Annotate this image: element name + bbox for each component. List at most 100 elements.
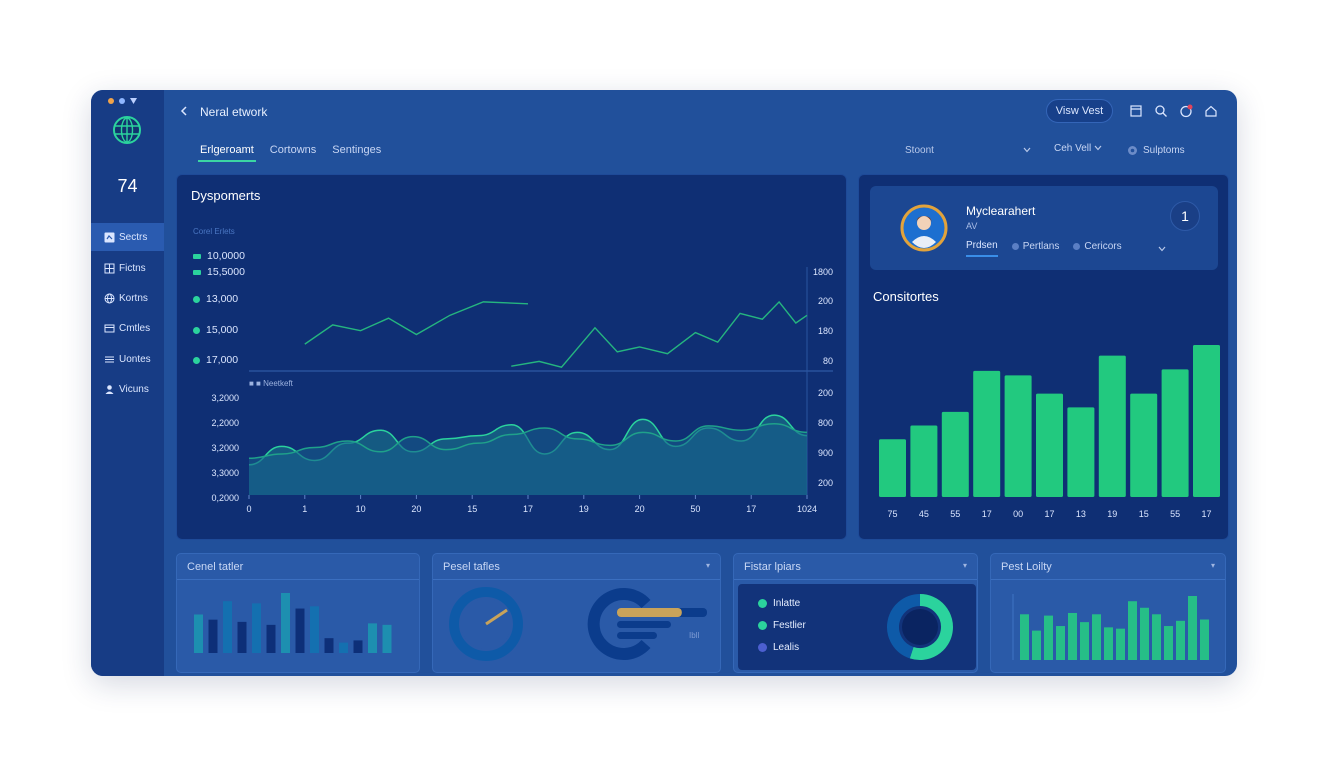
x-tick-label: 15 (467, 504, 477, 514)
bar (1098, 355, 1126, 497)
bar (237, 621, 247, 653)
chevron-down-icon[interactable] (1158, 246, 1166, 252)
legend-item: 13,000 (193, 293, 238, 305)
bar (973, 370, 1001, 497)
progress-bar-tertiary (617, 632, 657, 639)
bar (1068, 612, 1077, 660)
window-dot-orange[interactable] (108, 98, 114, 104)
bar (1020, 614, 1029, 660)
line-series-1 (511, 300, 808, 368)
bar (310, 606, 319, 653)
globe-icon[interactable] (113, 116, 141, 144)
search-dropdown[interactable]: Stoont (901, 140, 1035, 160)
mini-panel-pesel: Pesel tafles ▾ Ibll (432, 553, 721, 673)
avatar[interactable] (900, 204, 948, 252)
chart-icon (104, 232, 115, 242)
y-tick-label-left: 3,2000 (211, 443, 239, 453)
profile-name: Myclearahert (966, 204, 1036, 218)
donut-hole (902, 609, 938, 645)
x-tick-label: 15 (1139, 509, 1149, 519)
x-tick-label: 13 (1076, 509, 1086, 519)
y-tick-label-right: 1800 (813, 267, 833, 277)
calendar-icon[interactable] (1129, 104, 1143, 118)
y-tick-label-right: 80 (823, 356, 833, 366)
sidebar-item-kortns[interactable]: Kortns (91, 284, 164, 312)
tab-sentinges[interactable]: Sentinges (332, 144, 382, 156)
profile-tab-pertlans[interactable]: Pertlans (1011, 241, 1059, 256)
x-tick-label: 45 (919, 509, 929, 519)
x-tick-label: 75 (887, 509, 897, 519)
sidebar-item-uontes[interactable]: Uontes (91, 345, 164, 373)
tab-erlgeroamt[interactable]: Erlgeroamt (198, 142, 256, 162)
bar (1080, 622, 1089, 660)
chevron-down-icon[interactable]: ▾ (705, 561, 710, 570)
globe-small-icon (104, 293, 115, 303)
gauge-needle (485, 608, 508, 626)
home-icon[interactable] (1204, 104, 1218, 118)
bar (1161, 369, 1189, 497)
y-tick-label-right: 200 (818, 478, 833, 488)
sidebar-count: 74 (117, 176, 138, 196)
bar (324, 638, 334, 653)
x-tick-label: 10 (356, 504, 366, 514)
profile-tabs: Prdsen Pertlans Cericors (966, 240, 1166, 257)
options-button[interactable]: Sulptoms (1127, 140, 1211, 160)
bar (941, 411, 969, 497)
legend-item: 15,5000 (193, 266, 245, 278)
profile-tab-cericors[interactable]: Cericors (1073, 241, 1122, 256)
sidebar-item-fictns[interactable]: Fictns (91, 254, 164, 282)
sidebar-item-sectrs[interactable]: Sectrs (91, 223, 164, 251)
legend-swatch (193, 356, 200, 364)
y-tick-label-right: 200 (818, 388, 833, 398)
sidebar-item-cmtles[interactable]: Cmtles (91, 314, 164, 342)
area-fill-1 (249, 423, 807, 495)
bar (1116, 628, 1125, 660)
y-tick-label-left: 3,2000 (211, 393, 239, 403)
bar (1200, 619, 1209, 660)
bar-chart: 75 45 55 17 00 17 13 19 15 55 17 (879, 345, 1220, 519)
line-series-0 (304, 301, 529, 345)
x-tick-label: 20 (411, 504, 421, 514)
bar (1056, 626, 1065, 660)
bar (1104, 627, 1113, 660)
legend-swatch (193, 326, 200, 334)
donut-slice (887, 594, 921, 659)
bell-badge-icon[interactable] (1179, 104, 1193, 118)
chevron-down-icon[interactable]: ▾ (962, 561, 967, 570)
profile-card: Myclearahert AV Prdsen Pertlans Cericors… (870, 186, 1218, 270)
tab-bar: Erlgeroamt Cortowns Sentinges (198, 142, 383, 162)
sidebar-item-vicuns[interactable]: Vicuns (91, 375, 164, 403)
panel-title: Consitortes (873, 289, 939, 304)
bar (353, 640, 363, 653)
mini-bar-chart (1012, 594, 1209, 660)
view-button[interactable]: Visw Vest (1046, 99, 1113, 123)
back-button[interactable] (180, 104, 188, 119)
bar (1044, 615, 1053, 660)
y-tick-label-right: 800 (818, 418, 833, 428)
chevron-down-icon[interactable]: ▾ (1210, 561, 1215, 570)
search-icon[interactable] (1154, 104, 1168, 118)
wifi-icon (130, 98, 137, 104)
tab-cortowns[interactable]: Cortowns (269, 144, 317, 156)
status-item: Lealis (758, 642, 799, 653)
bar (1130, 393, 1158, 497)
x-tick-label: 55 (950, 509, 960, 519)
x-tick-label: 17 (746, 504, 756, 514)
main-chart-panel: Dyspomerts Corel Erlets 10,0000 15,5000 … (176, 174, 847, 540)
x-tick-label: 55 (1170, 509, 1180, 519)
profile-tab-prdsen[interactable]: Prdsen (966, 240, 998, 257)
legend-label: 15,000 (206, 324, 239, 336)
legend-swatch (193, 253, 201, 259)
notification-count-badge[interactable]: 1 (1170, 201, 1200, 231)
ring-gauge-2 (587, 588, 651, 660)
y-tick-label-left: 3,3000 (211, 468, 239, 478)
filter-select[interactable]: Ceh Vell (1054, 143, 1102, 154)
bar (1036, 393, 1063, 497)
lower-legend-label: ■ ■ Neetkeft (249, 379, 294, 388)
bar (879, 439, 906, 497)
profile-subtitle: AV (966, 221, 978, 231)
status-item: Festlier (758, 620, 806, 631)
legend-label: 10,0000 (207, 250, 245, 262)
window-dot-blue[interactable] (119, 98, 125, 104)
bar (339, 642, 348, 653)
